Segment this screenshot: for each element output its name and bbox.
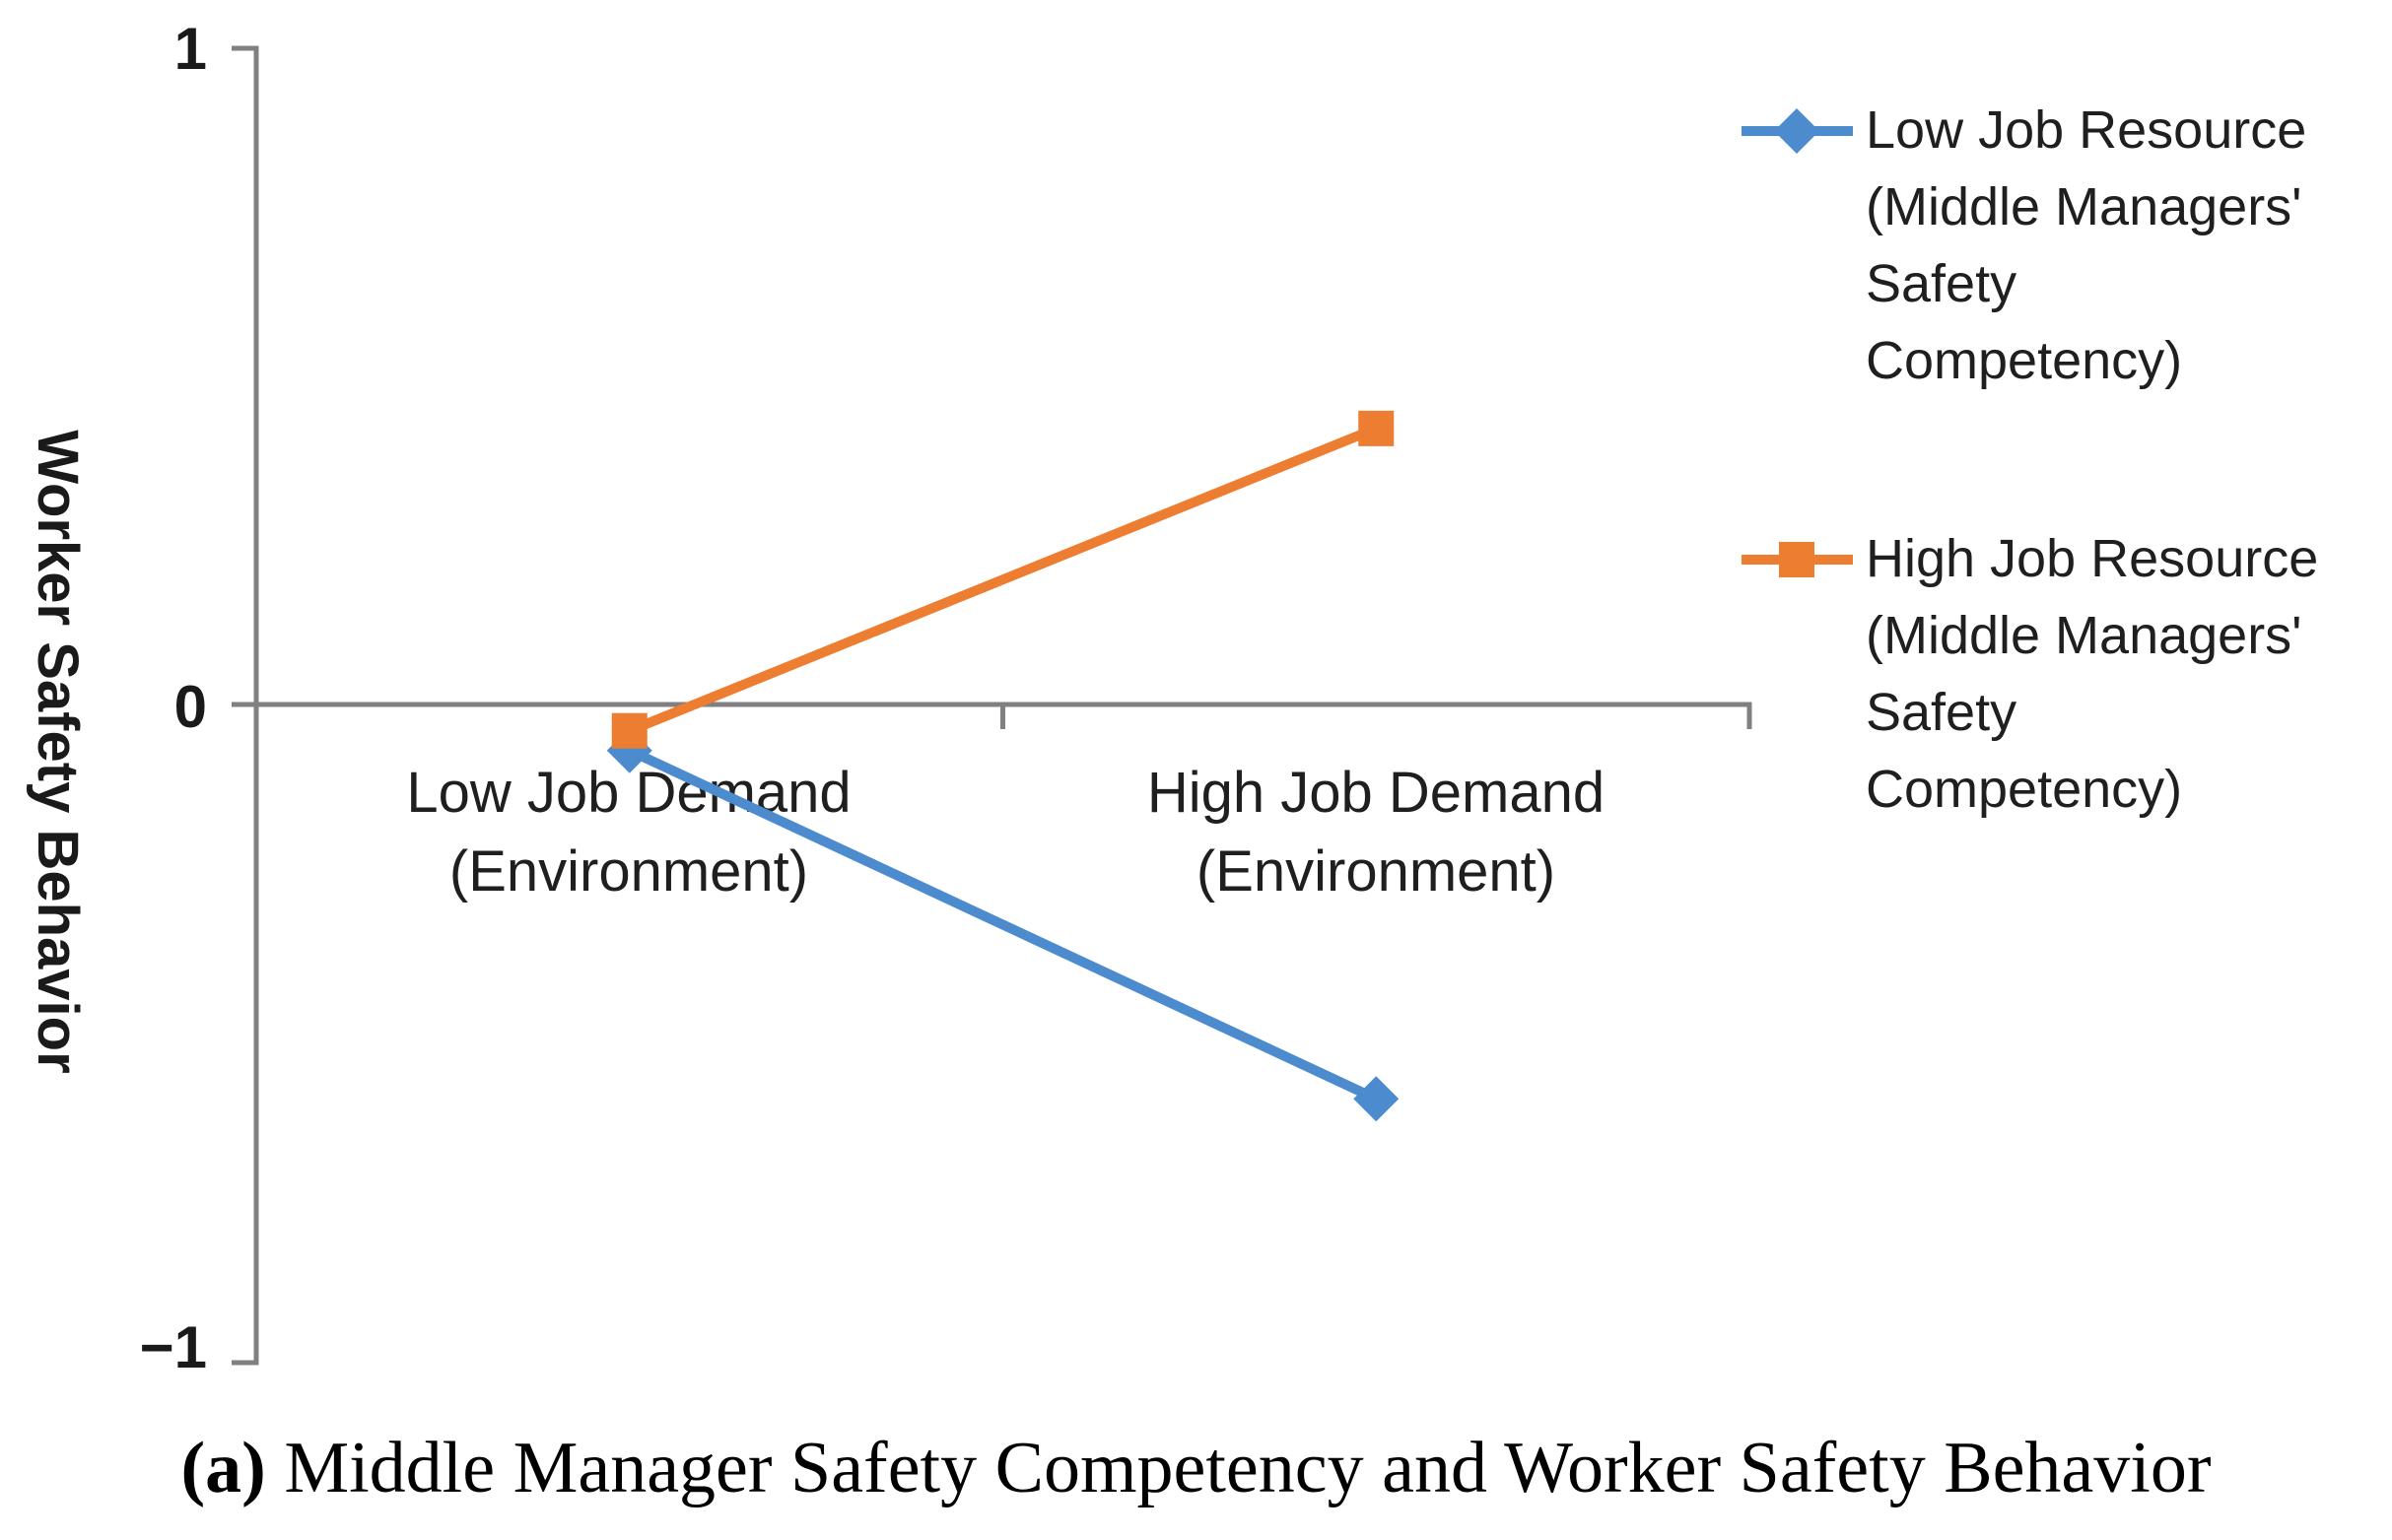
series-line-0 — [627, 746, 1379, 1104]
y-tick-label-0: 0 — [173, 674, 207, 740]
category-label-line1: High Job Demand — [1146, 761, 1606, 825]
category-label-line2: (Environment) — [448, 839, 809, 904]
legend-label-line: High Job Resource — [1866, 529, 2319, 588]
legend-label-line: Competency) — [1866, 331, 2183, 390]
series-line-1 — [627, 424, 1379, 736]
y-tick-label-1: 1 — [173, 16, 207, 82]
legend-label: Low Job Resource (Middle Managers' Safet… — [1866, 92, 2306, 399]
legend-label-line: (Middle Managers' — [1866, 177, 2302, 236]
legend-item-high-job-resource: High Job Resource (Middle Managers' Safe… — [1737, 520, 2318, 828]
legend-marker-1-square-icon — [1779, 542, 1814, 577]
legend-label-line: Competency) — [1866, 760, 2183, 819]
legend-line-square-icon — [1742, 542, 1853, 577]
y-axis — [232, 45, 259, 1366]
legend-label-line: Low Job Resource — [1866, 100, 2307, 160]
x-axis — [256, 702, 1752, 729]
legend-item-low-job-resource: Low Job Resource (Middle Managers' Safet… — [1737, 92, 2306, 399]
category-label-line2: (Environment) — [1196, 839, 1556, 904]
legend-label-line: (Middle Managers' — [1866, 606, 2302, 665]
series-0-point-1-diamond-icon — [1353, 1076, 1400, 1122]
caption-text: Middle Manager Safety Competency and Wor… — [284, 1428, 2212, 1508]
y-tick-label-minus-1: −1 — [139, 1314, 207, 1380]
series-1-point-1-square-icon — [1358, 410, 1395, 446]
caption: (a) Middle Manager Safety Competency and… — [0, 1427, 2392, 1510]
series-1-point-0-square-icon — [611, 712, 648, 749]
category-label-high-job-demand: High Job Demand (Environment) — [1031, 754, 1721, 911]
caption-panel-label: (a) — [180, 1428, 266, 1508]
legend-label-line: Safety — [1866, 683, 2017, 742]
legend-line-diamond-icon — [1742, 108, 1853, 154]
legend-marker-0-diamond-icon — [1774, 108, 1819, 154]
legend-label: High Job Resource (Middle Managers' Safe… — [1866, 520, 2318, 828]
legend-label-line: Safety — [1866, 254, 2017, 313]
